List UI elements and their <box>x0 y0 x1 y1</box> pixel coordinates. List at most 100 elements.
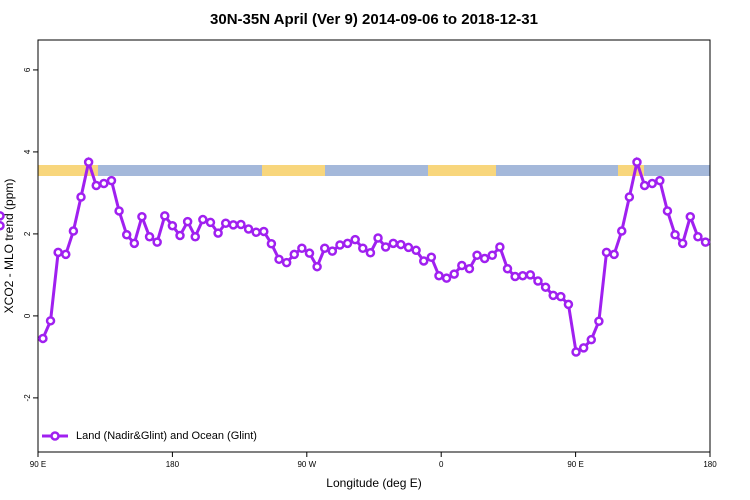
point <box>83 157 94 167</box>
chart-title: 30N-35N April (Ver 9) 2014-09-06 to 2018… <box>210 11 538 28</box>
point <box>106 175 117 186</box>
point <box>655 175 665 186</box>
point <box>586 334 597 345</box>
point <box>662 206 673 216</box>
point <box>487 250 498 260</box>
point <box>647 178 657 189</box>
point <box>99 178 109 189</box>
point <box>380 242 391 252</box>
point <box>68 226 79 236</box>
point <box>259 226 269 237</box>
point <box>548 290 558 301</box>
point <box>693 232 703 242</box>
point <box>632 157 642 167</box>
point <box>403 242 414 253</box>
point <box>517 270 528 281</box>
point <box>152 237 162 247</box>
point <box>502 264 513 274</box>
point <box>495 242 505 252</box>
point <box>670 229 680 240</box>
point <box>45 316 56 326</box>
point <box>274 254 284 265</box>
point <box>624 192 635 202</box>
land-ocean-band <box>38 165 710 176</box>
point <box>464 264 475 274</box>
point <box>350 234 360 245</box>
point <box>335 240 345 250</box>
point <box>198 214 208 225</box>
y-tick-label: -2 <box>23 394 32 402</box>
point <box>205 217 216 228</box>
point <box>411 245 421 256</box>
legend-label: Land (Nadir&Glint) and Ocean (Glint) <box>76 430 257 442</box>
point <box>418 256 429 266</box>
point <box>121 229 132 240</box>
point <box>251 227 261 238</box>
point <box>540 282 551 292</box>
point <box>61 249 71 260</box>
x-tick-label: 90 E <box>567 460 583 469</box>
point <box>0 211 5 221</box>
point <box>510 271 520 282</box>
point <box>182 216 193 227</box>
point <box>129 238 140 249</box>
point <box>563 299 574 310</box>
x-tick-label: 180 <box>703 460 717 469</box>
point <box>53 247 63 258</box>
point <box>571 347 581 357</box>
point <box>457 260 467 271</box>
x-tick-label: 180 <box>166 460 180 469</box>
point <box>525 270 536 280</box>
point <box>556 291 566 302</box>
point <box>533 276 543 286</box>
plot-frame <box>37 39 711 453</box>
point <box>190 232 200 242</box>
point <box>281 257 292 268</box>
point <box>358 243 368 254</box>
y-tick-label: 4 <box>23 149 32 154</box>
y-tick-label: 0 <box>23 313 32 318</box>
point <box>441 273 452 283</box>
point <box>175 230 185 241</box>
x-tick-label: 0 <box>439 460 444 469</box>
y-tick-label: 2 <box>23 231 32 236</box>
point <box>228 220 239 230</box>
land-band <box>618 165 644 176</box>
point <box>243 224 254 234</box>
point <box>327 246 338 256</box>
point <box>388 238 399 249</box>
point <box>160 211 170 221</box>
x-tick-label: 90 E <box>30 460 46 469</box>
point <box>220 218 231 228</box>
point <box>449 269 459 279</box>
point <box>609 249 619 260</box>
point <box>266 238 277 249</box>
land-band <box>38 165 98 176</box>
y-axis-label: XCO2 - MLO trend (ppm) <box>2 179 16 314</box>
point <box>472 250 482 260</box>
point <box>396 239 406 250</box>
point <box>677 238 688 249</box>
x-tick-label: 90 W <box>297 460 316 469</box>
land-band <box>262 165 325 176</box>
point <box>578 343 589 353</box>
point <box>312 261 322 272</box>
point <box>601 247 612 258</box>
point <box>700 237 711 247</box>
point <box>144 232 155 242</box>
point <box>365 248 376 258</box>
point <box>373 233 383 243</box>
ocean-band <box>38 165 710 176</box>
point <box>616 226 627 236</box>
point <box>297 243 307 254</box>
point <box>594 316 604 326</box>
point <box>76 192 86 202</box>
point <box>114 206 124 216</box>
point <box>38 333 48 344</box>
point <box>685 211 696 222</box>
x-axis-label: Longitude (deg E) <box>326 476 421 490</box>
point <box>213 228 223 238</box>
point <box>289 249 300 260</box>
point <box>167 220 178 231</box>
